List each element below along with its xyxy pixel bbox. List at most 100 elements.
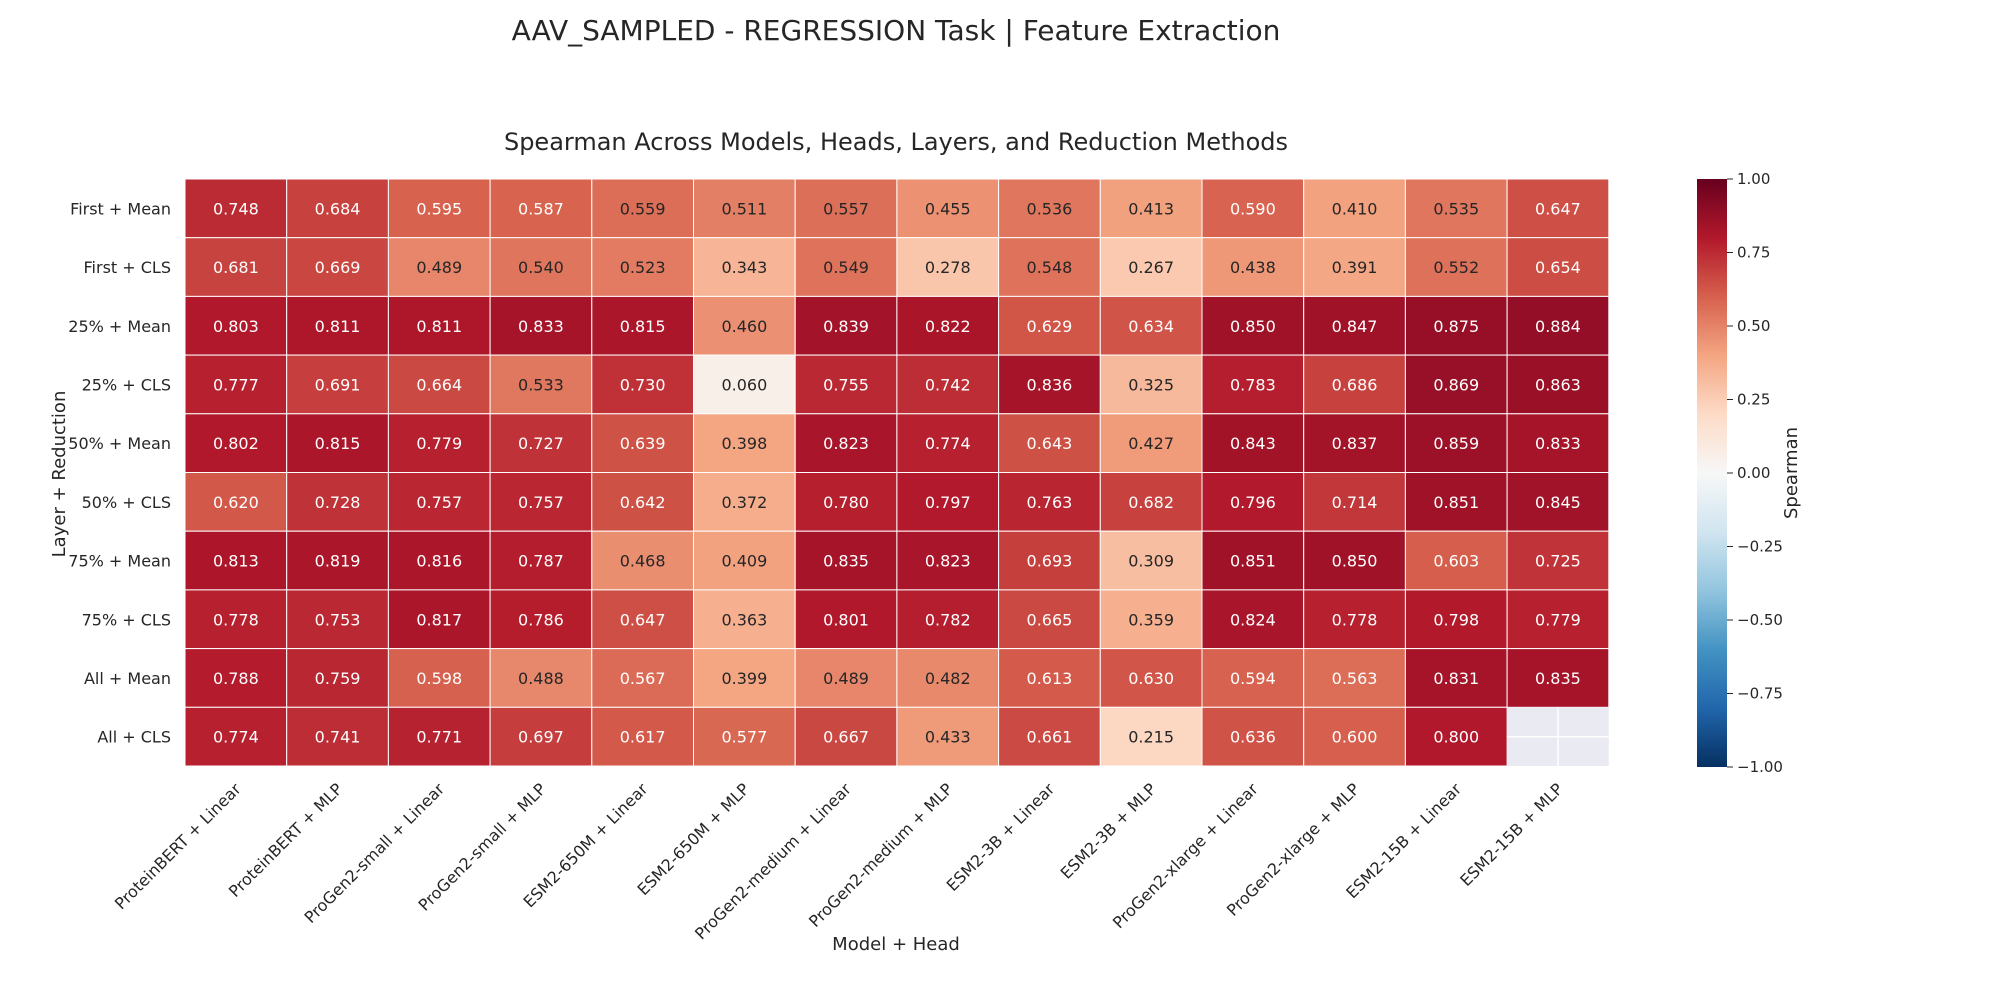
heatmap-cell-value: 0.667	[823, 728, 869, 747]
heatmap-cell-value: 0.757	[518, 493, 564, 512]
heatmap-cell	[794, 472, 898, 532]
heatmap-cell-value: 0.851	[1433, 493, 1479, 512]
heatmap-cell-value: 0.847	[1332, 317, 1378, 336]
heatmap-cell-value: 0.823	[925, 552, 971, 571]
heatmap-cell	[1099, 589, 1203, 650]
heatmap-cell	[896, 178, 1000, 239]
heatmap-cell	[1404, 530, 1508, 591]
colorbar-tick-label: −0.75	[1737, 685, 1783, 703]
heatmap-cell	[693, 648, 796, 708]
heatmap-cell	[1201, 413, 1305, 473]
heatmap-cell	[1099, 413, 1203, 473]
heatmap-cell	[998, 706, 1101, 767]
heatmap-cell-value: 0.875	[1433, 317, 1479, 336]
heatmap-cell-value: 0.850	[1230, 317, 1276, 336]
heatmap-cell-value: 0.819	[315, 552, 361, 571]
heatmap-cell	[286, 472, 389, 532]
colorbar-tick-label: 0.00	[1737, 464, 1770, 482]
heatmap-cell	[1303, 706, 1406, 767]
heatmap-cell	[693, 706, 796, 767]
heatmap-cell	[1303, 178, 1406, 239]
heatmap-cell-value: 0.780	[823, 493, 869, 512]
colorbar-label: Spearman	[1781, 427, 1802, 519]
heatmap-cell-value: 0.577	[721, 728, 767, 747]
heatmap-cell-value: 0.822	[925, 317, 971, 336]
heatmap-cell	[693, 354, 796, 415]
heatmap-cell-value: 0.433	[925, 728, 971, 747]
heatmap-cell-value: 0.643	[1027, 434, 1073, 453]
heatmap-cell	[591, 413, 694, 473]
heatmap-cell-value: 0.801	[823, 610, 869, 629]
heatmap-cell	[896, 295, 1000, 356]
heatmap-cell-value: 0.835	[1535, 669, 1581, 688]
colorbar-tick-label: −0.50	[1737, 611, 1783, 629]
heatmap-cell	[998, 589, 1101, 650]
heatmap-cell-value: 0.836	[1027, 375, 1073, 394]
heatmap-cell-value: 0.629	[1027, 317, 1073, 336]
heatmap-cell	[1404, 413, 1508, 473]
heatmap-cell	[998, 648, 1101, 708]
heatmap-cell	[286, 237, 389, 297]
heatmap-cell-value: 0.837	[1332, 434, 1378, 453]
heatmap-cell-value: 0.839	[823, 317, 869, 336]
heatmap-cell	[489, 237, 593, 297]
row-tick-label: 25% + Mean	[68, 317, 171, 336]
heatmap-cell-value: 0.800	[1433, 728, 1479, 747]
heatmap-cell-value: 0.409	[721, 552, 767, 571]
heatmap-cell-value: 0.438	[1230, 258, 1276, 277]
heatmap-cell-value: 0.267	[1128, 258, 1174, 277]
heatmap-cell-value: 0.787	[518, 552, 564, 571]
column-tick-label: ProteinBERT + MLP	[225, 779, 347, 901]
heatmap-cell	[693, 589, 796, 650]
heatmap-cell	[1201, 354, 1305, 415]
heatmap-cell	[489, 706, 593, 767]
heatmap-cell	[184, 589, 288, 650]
heatmap-cell-value: 0.060	[721, 375, 767, 394]
heatmap-cell-value: 0.811	[416, 317, 462, 336]
heatmap-cell-value: 0.755	[823, 375, 869, 394]
heatmap-cell-value: 0.661	[1027, 728, 1073, 747]
heatmap-cell	[1506, 589, 1610, 650]
heatmap-cell-value: 0.489	[416, 258, 462, 277]
heatmap-cell	[387, 237, 491, 297]
row-tick-labels: First + Mean First + CLS 25% + Mean 25% + C…	[68, 199, 171, 746]
heatmap-cell-value: 0.748	[213, 199, 259, 218]
heatmap-cell-value: 0.833	[1535, 434, 1581, 453]
heatmap-cell-value: 0.863	[1535, 375, 1581, 394]
heatmap-cell-value: 0.730	[620, 375, 666, 394]
heatmap-cell-value: 0.682	[1128, 493, 1174, 512]
heatmap-cell-value: 0.681	[213, 258, 259, 277]
heatmap-cell-value: 0.778	[213, 610, 259, 629]
heatmap-cell-value: 0.647	[1535, 199, 1581, 218]
chart-title: Spearman Across Models, Heads, Layers, a…	[504, 128, 1288, 156]
heatmap-cell	[591, 530, 694, 591]
heatmap-cell	[794, 530, 898, 591]
heatmap-cell-value: 0.620	[213, 493, 259, 512]
heatmap-cell-value: 0.850	[1332, 552, 1378, 571]
heatmap-cell-value: 0.684	[315, 199, 361, 218]
heatmap-cell-value: 0.798	[1433, 610, 1479, 629]
heatmap-cell	[387, 648, 491, 708]
heatmap-cell-value: 0.398	[721, 434, 767, 453]
heatmap-cell-value: 0.693	[1027, 552, 1073, 571]
heatmap-cell	[591, 178, 694, 239]
heatmap-cell-value: 0.771	[416, 728, 462, 747]
heatmap-cell-value: 0.697	[518, 728, 564, 747]
heatmap-cell	[1506, 354, 1610, 415]
heatmap-cell	[1201, 472, 1305, 532]
x-axis-label: Model + Head	[832, 934, 960, 955]
heatmap-cell-value: 0.815	[315, 434, 361, 453]
heatmap-cell	[1404, 237, 1508, 297]
heatmap-cell	[998, 295, 1101, 356]
heatmap-cell-value: 0.410	[1332, 199, 1378, 218]
heatmap-cell-value: 0.594	[1230, 669, 1276, 688]
heatmap-cell	[896, 472, 1000, 532]
heatmap-cell-value: 0.817	[416, 610, 462, 629]
column-tick-label: ProteinBERT + Linear	[111, 779, 245, 913]
heatmap-cell	[1201, 530, 1305, 591]
heatmap-cell-value: 0.595	[416, 199, 462, 218]
heatmap-cell	[998, 237, 1101, 297]
column-tick-label: ESM2-3B + Linear	[943, 779, 1059, 895]
heatmap-cell	[1506, 530, 1610, 591]
